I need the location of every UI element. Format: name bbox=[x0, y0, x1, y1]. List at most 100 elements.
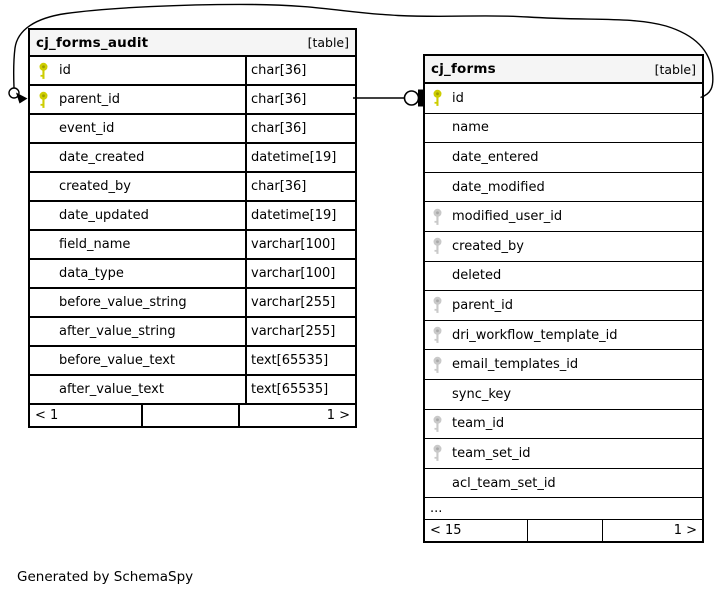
footer-children-count: < 15 bbox=[425, 520, 528, 542]
column-name: event_id bbox=[59, 121, 115, 136]
column-name-cell: email_templates_id bbox=[425, 350, 702, 379]
footer-parents-count: 1 > bbox=[673, 523, 697, 539]
foreign-key-icon bbox=[432, 326, 443, 344]
column-name-cell: before_value_text bbox=[30, 347, 247, 374]
table-cj_forms: cj_forms [table] id name date_entered date_… bbox=[423, 54, 704, 544]
column-name: created_by bbox=[452, 238, 524, 254]
column-name-cell: parent_id bbox=[425, 291, 702, 320]
column-name-cell: before_value_string bbox=[30, 289, 247, 316]
column-name-cell: after_value_text bbox=[30, 376, 247, 403]
column-type: varchar[100] bbox=[251, 266, 336, 281]
column-name: date_created bbox=[59, 150, 145, 165]
column-name-cell: created_by bbox=[30, 173, 247, 200]
column-type: char[36] bbox=[251, 121, 307, 136]
column-name-cell: id bbox=[30, 57, 247, 84]
footer-children-count: < 1 bbox=[30, 405, 143, 426]
column-row: after_value_text text[65535] bbox=[30, 376, 355, 405]
column-type: char[36] bbox=[251, 92, 307, 107]
table-name[interactable]: cj_forms_audit bbox=[36, 34, 149, 51]
column-name-cell: parent_id bbox=[30, 86, 247, 113]
foreign-key-icon bbox=[432, 415, 443, 432]
column-name-cell: data_type bbox=[30, 260, 247, 287]
column-name: created_by bbox=[59, 179, 131, 194]
column-rows: id char[36] parent_id char[36] event_id char[… bbox=[30, 57, 355, 405]
foreign-key-icon bbox=[432, 208, 443, 225]
column-name: team_id bbox=[452, 416, 505, 432]
column-name: data_type bbox=[59, 266, 124, 281]
column-name-cell: acl_team_set_id bbox=[425, 469, 702, 498]
footer-parents-count: 1 > bbox=[326, 408, 350, 423]
column-name-cell: date_modified bbox=[425, 173, 702, 202]
column-type: text[65535] bbox=[251, 353, 329, 368]
table-type-badge: [table] bbox=[654, 61, 696, 77]
relationship-endpoint-circle bbox=[403, 90, 420, 106]
table-type-badge: [table] bbox=[307, 35, 349, 50]
column-name-cell: modified_user_id bbox=[425, 202, 702, 231]
generated-by-note: Generated by SchemaSpy bbox=[17, 569, 194, 585]
table-footer: < 1 1 > bbox=[30, 405, 355, 426]
column-row: data_type varchar[100] bbox=[30, 260, 355, 289]
column-row: parent_id bbox=[425, 291, 702, 321]
column-name: team_set_id bbox=[452, 445, 531, 461]
column-name: email_templates_id bbox=[452, 357, 579, 373]
column-row: created_by char[36] bbox=[30, 173, 355, 202]
column-name: date_updated bbox=[59, 208, 149, 223]
column-name: id bbox=[59, 63, 71, 78]
column-row: acl_team_set_id bbox=[425, 469, 702, 499]
column-name: field_name bbox=[59, 237, 131, 252]
column-row: id char[36] bbox=[30, 57, 355, 86]
table-name[interactable]: cj_forms bbox=[431, 61, 496, 77]
column-name-cell: team_set_id bbox=[425, 439, 702, 468]
column-name: dri_workflow_template_id bbox=[452, 327, 618, 343]
column-row: sync_key bbox=[425, 380, 702, 410]
column-type: char[36] bbox=[251, 63, 307, 78]
column-name: parent_id bbox=[452, 297, 513, 313]
column-rows: id name date_entered date_modified modified_… bbox=[425, 84, 702, 499]
relationship-endpoint-circle bbox=[8, 87, 20, 99]
column-row: before_value_text text[65535] bbox=[30, 347, 355, 376]
column-row: team_id bbox=[425, 410, 702, 440]
column-row: deleted bbox=[425, 262, 702, 292]
column-name-cell: deleted bbox=[425, 262, 702, 291]
column-name: name bbox=[452, 120, 489, 136]
foreign-key-icon bbox=[432, 356, 443, 373]
column-row: date_modified bbox=[425, 173, 702, 203]
column-row: date_created datetime[19] bbox=[30, 144, 355, 173]
foreign-key-icon bbox=[432, 297, 443, 314]
column-type: text[65535] bbox=[251, 382, 329, 397]
primary-key-icon bbox=[38, 62, 49, 79]
column-row: date_entered bbox=[425, 143, 702, 173]
column-type: varchar[100] bbox=[251, 237, 336, 252]
column-name: before_value_text bbox=[59, 353, 176, 368]
column-name: date_entered bbox=[452, 149, 539, 165]
column-row: event_id char[36] bbox=[30, 115, 355, 144]
column-row: team_set_id bbox=[425, 439, 702, 469]
column-name-cell: field_name bbox=[30, 231, 247, 258]
primary-key-icon bbox=[38, 91, 49, 108]
column-row: field_name varchar[100] bbox=[30, 231, 355, 260]
column-name-cell: event_id bbox=[30, 115, 247, 142]
column-type: datetime[19] bbox=[251, 208, 337, 223]
column-name: before_value_string bbox=[59, 295, 187, 310]
foreign-key-icon bbox=[432, 445, 443, 462]
column-name: id bbox=[452, 90, 464, 106]
column-name-cell: date_entered bbox=[425, 143, 702, 172]
primary-key-icon bbox=[432, 90, 443, 107]
table-header[interactable]: cj_forms_audit [table] bbox=[30, 30, 355, 57]
table-header[interactable]: cj_forms [table] bbox=[425, 56, 702, 84]
column-row: after_value_string varchar[255] bbox=[30, 318, 355, 347]
column-name: acl_team_set_id bbox=[452, 475, 556, 491]
column-name-cell: date_updated bbox=[30, 202, 247, 229]
column-name: sync_key bbox=[452, 386, 512, 402]
column-row: parent_id char[36] bbox=[30, 86, 355, 115]
column-name: parent_id bbox=[59, 92, 120, 107]
column-name-cell: team_id bbox=[425, 410, 702, 439]
column-name-cell: sync_key bbox=[425, 380, 702, 409]
footer-spacer bbox=[528, 520, 603, 542]
column-row: created_by bbox=[425, 232, 702, 262]
column-name: date_modified bbox=[452, 179, 545, 195]
column-name: deleted bbox=[452, 268, 502, 284]
column-name-cell: id bbox=[425, 84, 702, 113]
column-row: email_templates_id bbox=[425, 350, 702, 380]
column-name-cell: date_created bbox=[30, 144, 247, 171]
